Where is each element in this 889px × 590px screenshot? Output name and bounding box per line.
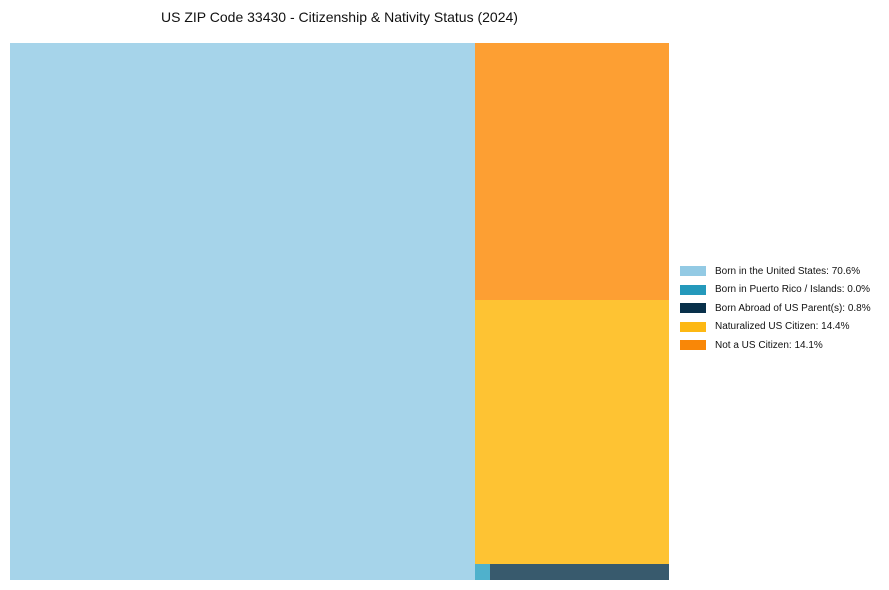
legend-swatch xyxy=(680,321,706,332)
tile-born-abroad-us-parents xyxy=(490,564,669,580)
legend-item-born-puerto-rico: Born in Puerto Rico / Islands: 0.0% xyxy=(680,281,871,300)
legend-swatch xyxy=(680,284,706,295)
legend-item-not-citizen: Not a US Citizen: 14.1% xyxy=(680,336,871,355)
legend-label: Born in the United States: 70.6% xyxy=(715,265,861,277)
legend-label: Born in Puerto Rico / Islands: 0.0% xyxy=(715,284,871,296)
legend-label: Naturalized US Citizen: 14.4% xyxy=(715,321,850,333)
tile-born-puerto-rico xyxy=(475,564,490,580)
legend-label: Born Abroad of US Parent(s): 0.8% xyxy=(715,302,871,314)
treemap-plot xyxy=(10,43,669,580)
legend-label: Not a US Citizen: 14.1% xyxy=(715,339,823,351)
legend-item-born-in-us: Born in the United States: 70.6% xyxy=(680,262,871,281)
chart-legend: Born in the United States: 70.6% Born in… xyxy=(680,262,871,355)
legend-item-naturalized: Naturalized US Citizen: 14.4% xyxy=(680,318,871,337)
legend-item-born-abroad: Born Abroad of US Parent(s): 0.8% xyxy=(680,299,871,318)
legend-swatch xyxy=(680,340,706,351)
legend-swatch xyxy=(680,266,706,277)
tile-not-us-citizen xyxy=(475,43,669,300)
legend-swatch xyxy=(680,303,706,314)
tile-born-in-us xyxy=(10,43,475,580)
tile-naturalized-citizen xyxy=(475,300,669,564)
chart-title: US ZIP Code 33430 - Citizenship & Nativi… xyxy=(161,9,518,25)
